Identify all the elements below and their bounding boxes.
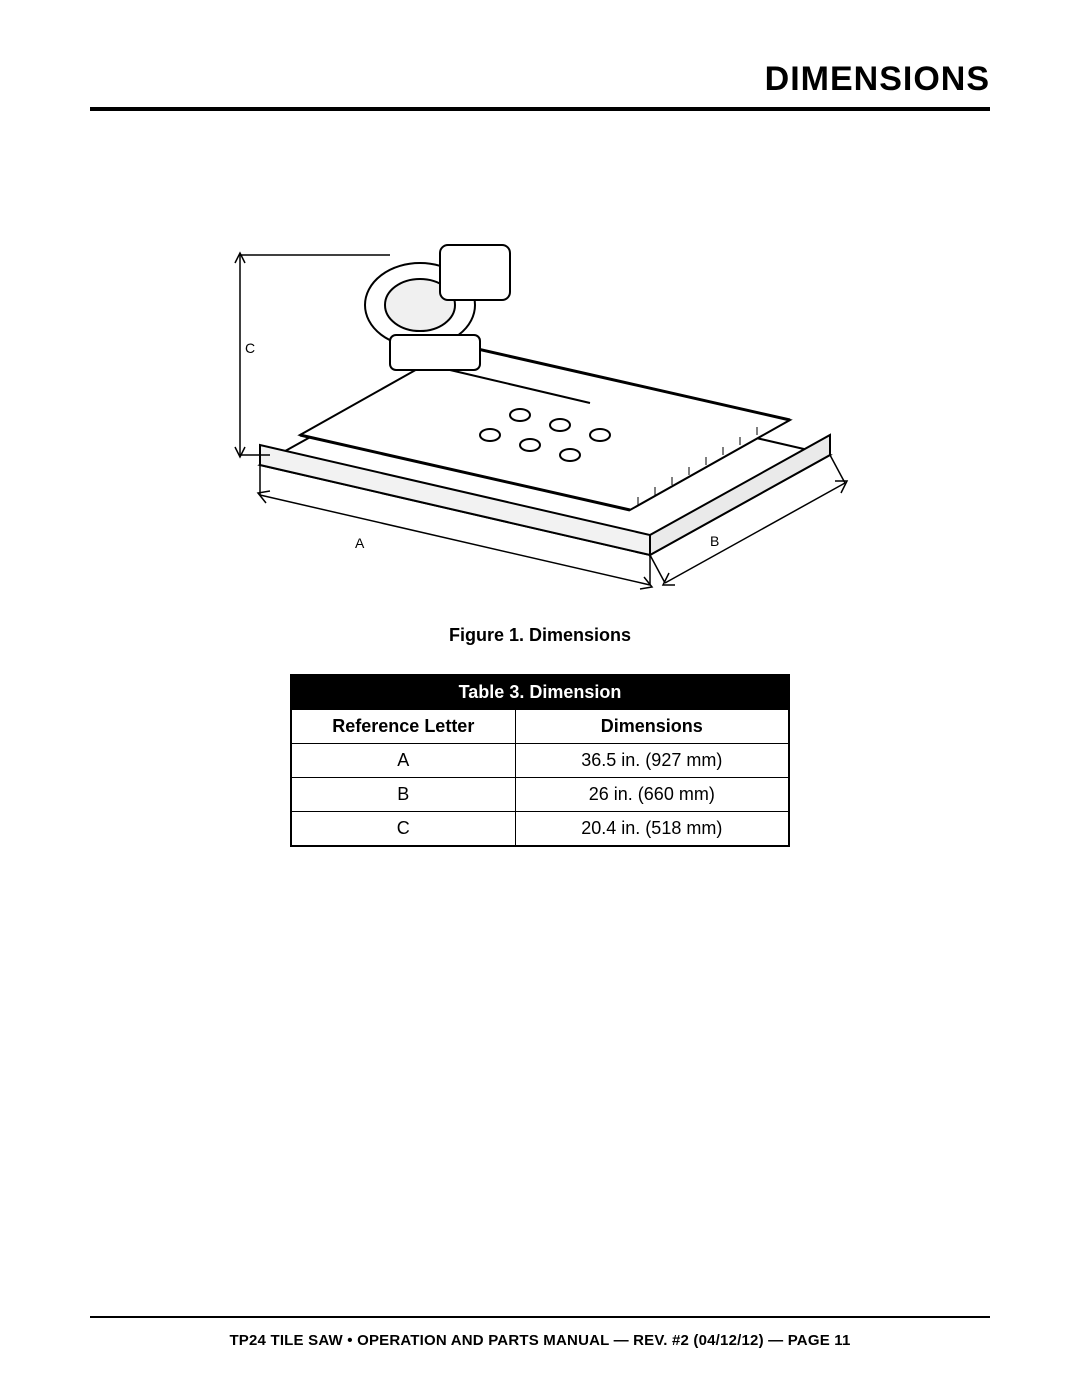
footer-rule — [90, 1316, 990, 1318]
cell-ref: A — [291, 744, 515, 778]
col-ref-letter: Reference Letter — [291, 710, 515, 744]
table-header-row: Reference Letter Dimensions — [291, 710, 789, 744]
table-row: A 36.5 in. (927 mm) — [291, 744, 789, 778]
dim-label-b: B — [710, 533, 719, 549]
footer-text: TP24 TILE SAW • OPERATION AND PARTS MANU… — [90, 1332, 990, 1349]
page-title: DIMENSIONS — [90, 60, 990, 99]
figure-caption: Figure 1. Dimensions — [90, 625, 990, 646]
dimensions-figure: C A B — [90, 135, 990, 595]
col-dimensions: Dimensions — [515, 710, 789, 744]
dimensions-table: Table 3. Dimension Reference Letter Dime… — [290, 674, 790, 847]
page-footer: TP24 TILE SAW • OPERATION AND PARTS MANU… — [90, 1316, 990, 1349]
table-title-row: Table 3. Dimension — [291, 675, 789, 710]
title-rule — [90, 107, 990, 111]
cell-ref: C — [291, 812, 515, 847]
manual-page: DIMENSIONS — [0, 0, 1080, 1397]
cell-dim: 20.4 in. (518 mm) — [515, 812, 789, 847]
cell-dim: 36.5 in. (927 mm) — [515, 744, 789, 778]
table-row: C 20.4 in. (518 mm) — [291, 812, 789, 847]
dim-label-c: C — [245, 340, 255, 356]
table-title: Table 3. Dimension — [291, 675, 789, 710]
title-row: DIMENSIONS — [90, 60, 990, 99]
tile-saw-diagram — [90, 135, 990, 595]
cell-dim: 26 in. (660 mm) — [515, 778, 789, 812]
cell-ref: B — [291, 778, 515, 812]
table-row: B 26 in. (660 mm) — [291, 778, 789, 812]
dim-label-a: A — [355, 535, 364, 551]
